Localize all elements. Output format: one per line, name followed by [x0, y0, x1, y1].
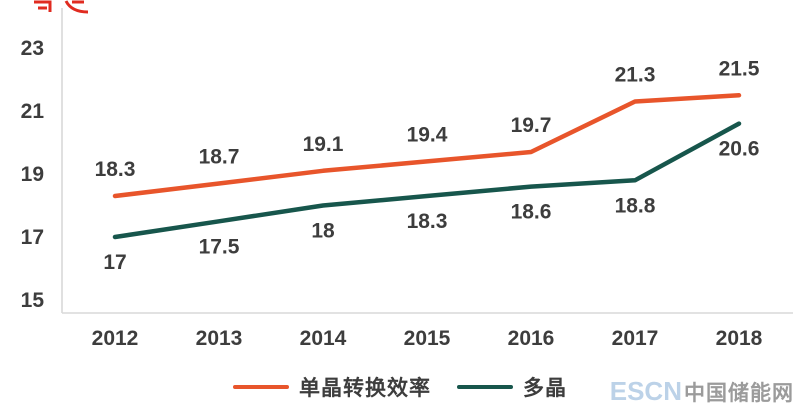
x-axis-tick-label: 2012 [92, 327, 139, 350]
x-axis-tick-label: 2018 [716, 327, 763, 350]
series-line-mono [112, 93, 742, 199]
data-point-label: 18.3 [407, 210, 448, 233]
legend-label-mono: 单晶转换效率 [299, 377, 431, 400]
data-point-label: 18.6 [511, 201, 552, 224]
chart-svg: 15 17 19 21 23 2012 2013 2014 2015 2016 2017 2018 18… [21, 8, 793, 350]
watermark-brand: ESCN [609, 376, 682, 406]
y-axis-tick-label: 15 [21, 289, 45, 312]
y-axis-tick-label: 23 [21, 37, 44, 60]
y-axis-tick-label: 17 [21, 226, 44, 249]
data-point-label: 17.5 [199, 235, 240, 258]
legend-line-multi-icon [457, 385, 513, 389]
data-point-label: 21.3 [615, 64, 656, 87]
x-axis-tick-label: 2017 [612, 327, 659, 350]
data-point-label: 18.3 [95, 158, 136, 181]
watermark-name: 中国储能网 [684, 381, 794, 405]
y-axis-tick-label: 19 [21, 163, 44, 186]
data-point-label: 20.6 [719, 138, 760, 161]
legend-item-multi: 多晶 [457, 372, 567, 402]
data-point-label: 19.4 [407, 123, 448, 146]
data-point-label: 18.8 [615, 194, 656, 217]
data-point-label: 21.5 [719, 57, 760, 80]
cropped-title-fragment [34, 0, 89, 14]
series-line-multi [112, 121, 742, 240]
data-point-label: 19.1 [303, 133, 344, 156]
legend-item-mono: 单晶转换效率 [233, 372, 431, 402]
legend-label-multi: 多晶 [523, 377, 567, 400]
data-point-label: 18 [311, 220, 335, 243]
data-point-label: 18.7 [199, 145, 240, 168]
x-axis-tick-label: 2015 [404, 327, 451, 350]
legend: 单晶转换效率 多晶 [0, 372, 800, 402]
data-point-label: 17 [103, 251, 126, 274]
y-axis-tick-label: 21 [21, 100, 45, 123]
data-point-label: 19.7 [511, 114, 552, 137]
x-axis-tick-label: 2014 [300, 327, 347, 350]
x-axis-tick-label: 2013 [196, 327, 243, 350]
watermark: ESCN 中国储能网 [610, 376, 794, 407]
x-axis-tick-label: 2016 [508, 327, 555, 350]
legend-line-mono-icon [233, 385, 289, 389]
